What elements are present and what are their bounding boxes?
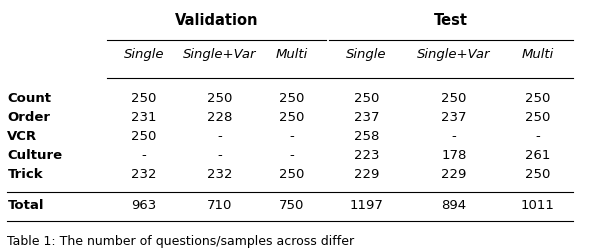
Text: 250: 250 (441, 92, 466, 105)
Text: 229: 229 (441, 168, 466, 181)
Text: Multi: Multi (522, 48, 554, 61)
Text: 250: 250 (525, 92, 551, 105)
Text: Multi: Multi (275, 48, 307, 61)
Text: 250: 250 (354, 92, 379, 105)
Text: Count: Count (7, 92, 51, 105)
Text: Single: Single (346, 48, 387, 61)
Text: -: - (536, 130, 541, 143)
Text: Order: Order (7, 111, 50, 124)
Text: Single+Var: Single+Var (417, 48, 490, 61)
Text: 231: 231 (132, 111, 157, 124)
Text: 178: 178 (441, 149, 466, 162)
Text: 237: 237 (354, 111, 379, 124)
Text: Table 1: The number of questions/samples across differ: Table 1: The number of questions/samples… (7, 235, 355, 248)
Text: 232: 232 (132, 168, 157, 181)
Text: -: - (217, 130, 222, 143)
Text: 1011: 1011 (521, 199, 555, 212)
Text: Trick: Trick (7, 168, 43, 181)
Text: 232: 232 (207, 168, 232, 181)
Text: 229: 229 (354, 168, 379, 181)
Text: VCR: VCR (7, 130, 37, 143)
Text: 228: 228 (207, 111, 232, 124)
Text: 250: 250 (279, 111, 304, 124)
Text: Single+Var: Single+Var (182, 48, 256, 61)
Text: 258: 258 (354, 130, 379, 143)
Text: -: - (289, 130, 294, 143)
Text: 1197: 1197 (350, 199, 384, 212)
Text: -: - (217, 149, 222, 162)
Text: -: - (142, 149, 147, 162)
Text: 237: 237 (441, 111, 466, 124)
Text: 250: 250 (132, 92, 157, 105)
Text: 250: 250 (525, 111, 551, 124)
Text: 750: 750 (279, 199, 304, 212)
Text: Culture: Culture (7, 149, 63, 162)
Text: 250: 250 (279, 92, 304, 105)
Text: 710: 710 (207, 199, 232, 212)
Text: 894: 894 (442, 199, 466, 212)
Text: 261: 261 (525, 149, 551, 162)
Text: Total: Total (7, 199, 44, 212)
Text: 250: 250 (525, 168, 551, 181)
Text: 963: 963 (132, 199, 157, 212)
Text: -: - (289, 149, 294, 162)
Text: 250: 250 (132, 130, 157, 143)
Text: 223: 223 (354, 149, 379, 162)
Text: Validation: Validation (175, 13, 258, 28)
Text: -: - (451, 130, 456, 143)
Text: Test: Test (434, 13, 468, 28)
Text: 250: 250 (207, 92, 232, 105)
Text: Single: Single (124, 48, 164, 61)
Text: 250: 250 (279, 168, 304, 181)
